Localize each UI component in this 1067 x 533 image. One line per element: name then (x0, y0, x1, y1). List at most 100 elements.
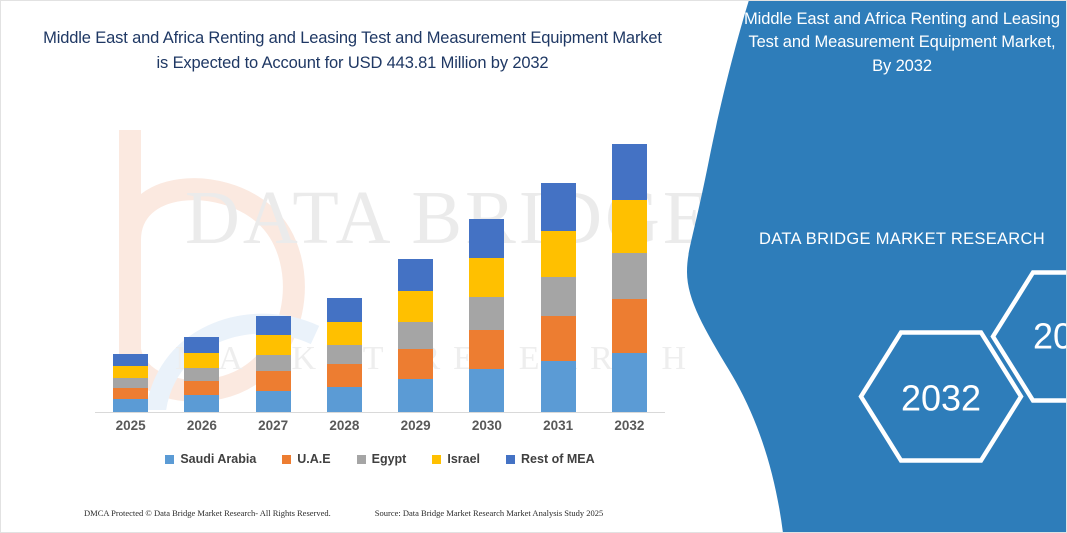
hexagon-2032-label: 2032 (901, 378, 981, 419)
bar-segment-egypt (540, 276, 576, 316)
bar-segment-israel (398, 291, 434, 323)
legend-item-egypt[interactable]: Egypt (356, 452, 407, 466)
bar-segment-u-a-e (469, 330, 505, 370)
chart-title: Middle East and Africa Renting and Leasi… (43, 29, 662, 73)
bar-segment-egypt (255, 354, 291, 372)
stacked-bar-2028[interactable] (326, 298, 362, 412)
legend-swatch-icon (165, 454, 175, 464)
bar-segment-israel (540, 231, 576, 277)
bar-segment-egypt (398, 322, 434, 349)
hexagon-2025-shape (990, 270, 1067, 403)
hexagon-2025-label: 2025 (1033, 316, 1067, 357)
stacked-bar-2031[interactable] (540, 183, 576, 412)
bar-segment-egypt (184, 368, 220, 381)
bar-segment-israel (255, 335, 291, 355)
panel-title: Middle East and Africa Renting and Leasi… (744, 10, 1060, 75)
hexagon-group: 2025 2032 (817, 105, 1067, 463)
legend-item-saudi-arabia[interactable]: Saudi Arabia (165, 452, 256, 466)
plot-region (95, 120, 665, 413)
chart-legend: Saudi Arabia U.A.E Egypt Israel Rest of MEA (95, 452, 665, 466)
x-axis-labels: 2025 2026 2027 2028 2029 2030 2031 2032 (95, 418, 665, 433)
legend-swatch-icon (282, 454, 292, 464)
bar-segment-saudi-arabia (398, 378, 434, 412)
bar-segment-saudi-arabia (611, 352, 647, 412)
footer: DMCA Protected © Data Bridge Market Rese… (84, 508, 694, 518)
bar-segment-rest-of-mea (611, 144, 647, 200)
bar-segment-u-a-e (398, 348, 434, 379)
stacked-bar-2027[interactable] (255, 315, 291, 412)
legend-swatch-icon (432, 454, 442, 464)
legend-item-rest-of-mea[interactable]: Rest of MEA (506, 452, 595, 466)
bar-slot (594, 120, 665, 412)
bar-segment-u-a-e (540, 315, 576, 362)
bar-segment-israel (113, 366, 149, 378)
bar-segment-saudi-arabia (113, 399, 149, 412)
legend-item-israel[interactable]: Israel (432, 452, 480, 466)
bar-segment-u-a-e (184, 380, 220, 396)
bar-slot (166, 120, 237, 412)
bar-slot (238, 120, 309, 412)
bar-slot (523, 120, 594, 412)
hexagon-2032-shape (858, 330, 1024, 463)
bar-segment-saudi-arabia (184, 395, 220, 412)
legend-label: Saudi Arabia (180, 452, 257, 466)
bar-segment-u-a-e (326, 364, 362, 387)
stacked-bar-2029[interactable] (398, 259, 434, 412)
branding-panel: Middle East and Africa Renting and Leasi… (687, 0, 1067, 533)
panel-content: Middle East and Africa Renting and Leasi… (687, 0, 1067, 533)
legend-label: Israel (447, 452, 481, 466)
bar-segment-rest-of-mea (469, 219, 505, 259)
legend-item-u-a-e[interactable]: U.A.E (282, 452, 331, 466)
x-tick-2029: 2029 (400, 418, 431, 433)
bar-segment-egypt (469, 297, 505, 331)
bar-segment-israel (469, 258, 505, 298)
bar-slot (95, 120, 166, 412)
bar-segment-israel (326, 321, 362, 345)
panel-shape (687, 0, 1067, 533)
legend-swatch-icon (356, 454, 366, 464)
footer-source: Source: Data Bridge Market Research Mark… (374, 508, 604, 518)
bar-segment-u-a-e (113, 387, 149, 400)
legend-swatch-icon (506, 454, 516, 464)
stacked-bar-2032[interactable] (611, 144, 647, 412)
bar-slot (309, 120, 380, 412)
bar-segment-saudi-arabia (255, 390, 291, 412)
x-tick-2030: 2030 (471, 418, 502, 433)
bar-slot (451, 120, 522, 412)
footer-copyright: DMCA Protected © Data Bridge Market Rese… (84, 508, 331, 518)
x-tick-2026: 2026 (186, 418, 217, 433)
legend-label: U.A.E (297, 452, 331, 466)
bar-segment-saudi-arabia (540, 361, 576, 412)
x-tick-2025: 2025 (115, 418, 146, 433)
chart-area: DATA BRIDGE MARKET RESEARCH Middle East … (43, 29, 709, 518)
bar-segment-israel (184, 352, 220, 369)
bar-segment-rest-of-mea (540, 183, 576, 231)
bar-segment-saudi-arabia (326, 386, 362, 412)
legend-label: Egypt (371, 452, 407, 466)
panel-brand: DATA BRIDGE MARKET RESEARCH (759, 230, 1045, 248)
x-tick-2032: 2032 (614, 418, 645, 433)
stacked-bars (95, 120, 665, 412)
bar-segment-u-a-e (255, 371, 291, 391)
stacked-bar-2025[interactable] (113, 353, 149, 412)
bar-segment-israel (611, 199, 647, 254)
bar-segment-rest-of-mea (184, 337, 220, 353)
bar-segment-saudi-arabia (469, 369, 505, 412)
stacked-bar-2030[interactable] (469, 219, 505, 412)
bar-segment-egypt (326, 344, 362, 365)
bar-segment-rest-of-mea (398, 259, 434, 292)
bar-segment-u-a-e (611, 299, 647, 353)
x-tick-2027: 2027 (258, 418, 289, 433)
bar-segment-egypt (611, 253, 647, 300)
bar-segment-egypt (113, 377, 149, 388)
x-axis-line (95, 412, 665, 413)
bar-segment-rest-of-mea (326, 298, 362, 322)
x-tick-2031: 2031 (543, 418, 574, 433)
bar-slot (380, 120, 451, 412)
bar-segment-rest-of-mea (113, 353, 149, 367)
bar-segment-rest-of-mea (255, 315, 291, 336)
x-tick-2028: 2028 (329, 418, 360, 433)
legend-label: Rest of MEA (521, 452, 595, 466)
stacked-bar-2026[interactable] (184, 337, 220, 412)
